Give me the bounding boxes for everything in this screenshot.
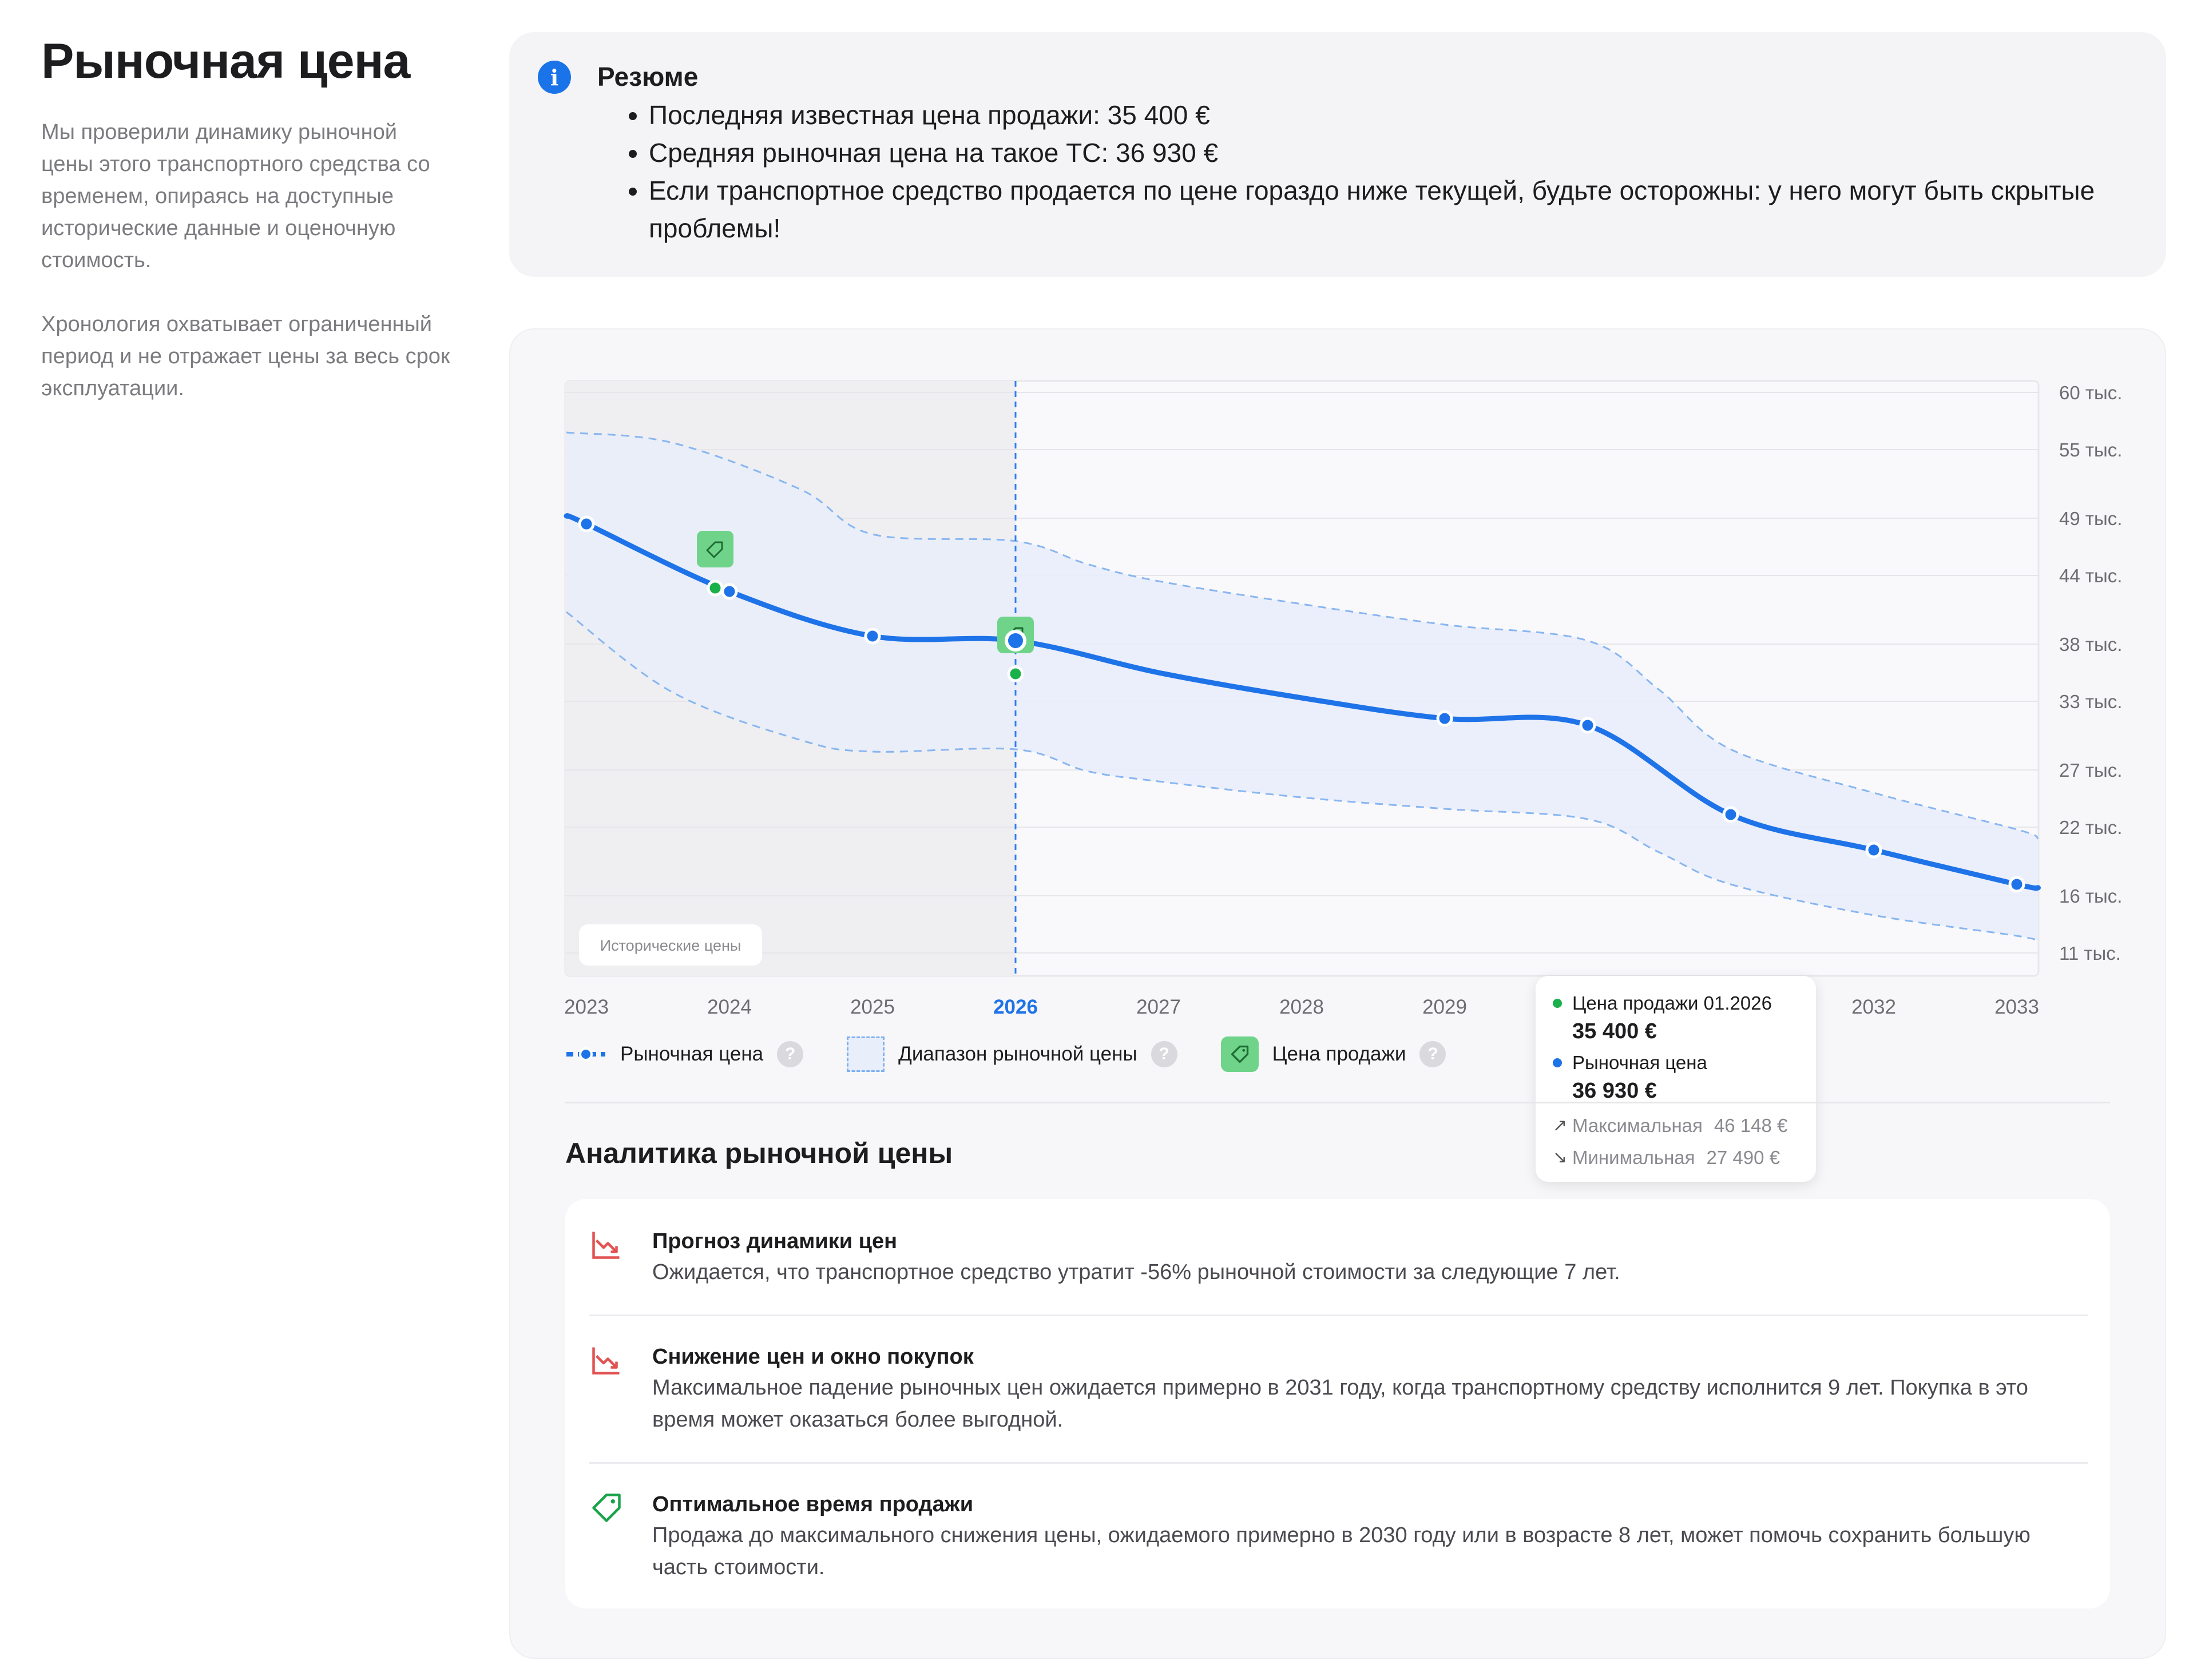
market-point[interactable] [721, 583, 738, 600]
x-tick-label: 2032 [1851, 996, 1896, 1018]
x-tick-label: 2029 [1422, 996, 1467, 1018]
market-price-card: 60 тыс. 55 тыс. 49 тыс. 44 тыс. 38 тыс. 33 ты… [509, 328, 2166, 1659]
tooltip-market-value: 36 930 € [1572, 1079, 1657, 1103]
chart-tooltip: Цена продажи 01.2026 35 400 € Рыночная ц… [1536, 976, 1816, 1182]
intro-paragraph: Хронология охватывает ограниченный перио… [41, 312, 450, 400]
summary-item: Последняя известная цена продажи: 35 400… [649, 96, 2159, 134]
historic-label-chip [579, 924, 762, 966]
y-tick-label: 60 тыс. [2059, 382, 2122, 403]
y-tick-label: 38 тыс. [2059, 634, 2122, 655]
trend-down-icon [592, 1232, 620, 1259]
range-lower-line [566, 611, 2039, 943]
summary-item: Средняя рыночная цена на такое ТС: 36 93… [649, 134, 2159, 172]
price-chart-svg[interactable]: 60 тыс. 55 тыс. 49 тыс. 44 тыс. 38 тыс. 33 ты… [564, 380, 2139, 1018]
price-tag-icon [1220, 1036, 1259, 1072]
chart-legend: Рыночная цена ? Диапазон рыночной цены ?… [565, 1034, 1489, 1074]
summary-list: Последняя известная цена продажи: 35 400… [624, 96, 2159, 247]
market-point[interactable] [2008, 876, 2025, 893]
y-tick-label: 22 тыс. [2059, 817, 2122, 838]
help-icon[interactable]: ? [1419, 1041, 1446, 1067]
analytics-item-title: Снижение цен и окно покупок [652, 1345, 974, 1369]
intro-text: Мы проверили динамику рыночной цены этог… [41, 116, 453, 404]
market-price-line [564, 513, 2041, 891]
divider [565, 1102, 2110, 1103]
analytics-item-title: Оптимальное время продажи [652, 1492, 974, 1516]
market-range-band [566, 432, 2039, 942]
tooltip-min-value: 27 490 € [1706, 1147, 1780, 1168]
market-point[interactable] [578, 515, 595, 533]
y-tick-label: 44 тыс. [2059, 565, 2122, 586]
price-chart[interactable]: 60 тыс. 55 тыс. 49 тыс. 44 тыс. 38 тыс. 33 ты… [564, 380, 2139, 1018]
page-title: Рыночная цена [41, 34, 410, 89]
market-point[interactable] [1865, 841, 1882, 859]
arrow-up-right-icon: ↗ [1553, 1116, 1568, 1135]
legend-sale-label: Цена продажи [1272, 1043, 1406, 1065]
range-swatch-icon [847, 1036, 885, 1072]
tooltip-max-value: 46 148 € [1714, 1115, 1788, 1136]
analytics-item-text: Максимальное падение рыночных цен ожидае… [652, 1376, 2028, 1432]
y-tick-label: 33 тыс. [2059, 691, 2122, 712]
tooltip-market-row: Рыночная цена [1553, 1050, 1799, 1075]
analytics-item-text: Продажа до максимального снижения цены, … [652, 1523, 2031, 1579]
sale-dot-icon [1553, 999, 1562, 1008]
tooltip-sale-value: 35 400 € [1572, 1019, 1657, 1043]
analytics-title: Аналитика рыночной цены [565, 1137, 953, 1169]
market-point[interactable] [1722, 806, 1739, 823]
summary-title: Резюме [597, 62, 699, 92]
x-tick-label: 2027 [1136, 996, 1181, 1018]
legend-sale: Цена продажи ? [1220, 1036, 1446, 1072]
legend-range: Диапазон рыночной цены ? [847, 1036, 1177, 1072]
summary-panel: i Резюме Последняя известная цена продаж… [509, 32, 2166, 277]
x-tick-label: 2026 [993, 996, 1038, 1018]
tooltip-min-label: Минимальная [1572, 1147, 1695, 1168]
active-market-point[interactable] [1005, 630, 1026, 652]
tooltip-sale-label: Цена продажи 01.2026 [1572, 992, 1772, 1014]
intro-paragraph: Мы проверили динамику рыночной цены этог… [41, 120, 430, 272]
historic-label: Исторические цены [600, 937, 741, 954]
trend-down-icon [592, 1347, 620, 1375]
x-tick-label: 2025 [850, 996, 895, 1018]
x-tick-label: 2023 [564, 996, 609, 1018]
y-tick-label: 11 тыс. [2059, 943, 2121, 964]
intro-column: Рыночная цена Мы проверили динамику рыно… [41, 34, 453, 436]
tooltip-market-label: Рыночная цена [1572, 1052, 1707, 1073]
divider [589, 1462, 2088, 1464]
price-tag-icon [592, 1494, 621, 1522]
sale-tag-marker[interactable] [697, 531, 733, 567]
analytics-panel: Прогноз динамики цен Ожидается, что тран… [565, 1199, 2110, 1608]
y-tick-label: 55 тыс. [2059, 439, 2122, 460]
help-icon[interactable]: ? [777, 1041, 804, 1067]
legend-range-label: Диапазон рыночной цены [898, 1043, 1137, 1065]
y-tick-label: 16 тыс. [2059, 885, 2122, 907]
market-point[interactable] [864, 627, 881, 645]
sale-point[interactable] [707, 579, 724, 597]
range-upper-line [566, 431, 2039, 840]
x-tick-label: 2033 [1994, 996, 2039, 1018]
tooltip-max-row: ↗ Максимальная 46 148 € [1553, 1110, 1799, 1142]
divider [589, 1314, 2088, 1316]
summary-item: Если транспортное средство продается по … [649, 172, 2159, 247]
analytics-item-title: Прогноз динамики цен [652, 1229, 898, 1253]
sale-point[interactable] [1007, 665, 1024, 682]
x-tick-label: 2028 [1279, 996, 1324, 1018]
legend-market-label: Рыночная цена [620, 1043, 764, 1065]
market-line-icon [566, 1047, 605, 1061]
market-point[interactable] [1436, 710, 1453, 727]
help-icon[interactable]: ? [1151, 1041, 1177, 1067]
tooltip-min-row: ↘ Минимальная 27 490 € [1553, 1142, 1799, 1174]
market-dot-icon [1553, 1058, 1562, 1067]
tooltip-sale-row: Цена продажи 01.2026 [1553, 991, 1799, 1016]
y-tick-label: 49 тыс. [2059, 508, 2122, 529]
market-point[interactable] [1579, 717, 1596, 734]
legend-market: Рыночная цена ? [565, 1041, 804, 1067]
price-tag-icon [706, 541, 723, 558]
info-icon: i [538, 61, 571, 94]
analytics-item-text: Ожидается, что транспортное средство утр… [652, 1260, 1620, 1284]
x-tick-label: 2024 [707, 996, 752, 1018]
arrow-down-right-icon: ↘ [1553, 1148, 1568, 1167]
y-tick-label: 27 тыс. [2059, 760, 2122, 781]
tooltip-max-label: Максимальная [1572, 1115, 1703, 1136]
